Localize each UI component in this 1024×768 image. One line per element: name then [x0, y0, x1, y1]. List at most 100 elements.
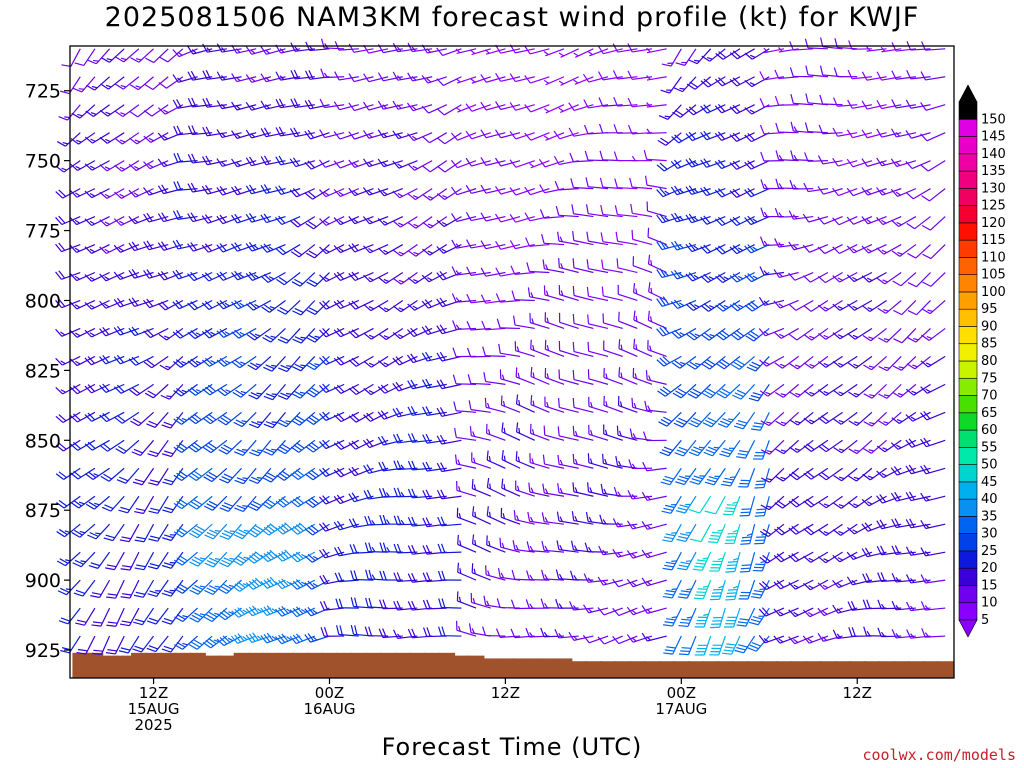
barb-feather: [132, 418, 142, 424]
barb-feather: [413, 251, 419, 255]
barb-feather: [129, 137, 138, 145]
barb-feather: [134, 618, 145, 623]
barb-feather: [631, 637, 637, 642]
barb-feather: [851, 248, 858, 252]
barb-feather: [147, 390, 157, 397]
barb-feather: [157, 213, 165, 222]
barb-feather: [194, 612, 204, 618]
barb-feather: [219, 300, 227, 308]
terrain-column: [908, 661, 925, 678]
wind-barb: [276, 439, 301, 455]
barb-feather: [173, 559, 183, 566]
barb-feather: [213, 639, 220, 643]
barb-feather: [367, 190, 373, 195]
barb-feather: [598, 545, 604, 555]
barb-feather: [234, 634, 242, 643]
wind-barb: [377, 100, 403, 110]
terrain-column: [688, 661, 705, 678]
barb-feather: [55, 217, 63, 225]
wind-barb: [663, 635, 682, 655]
barb-feather: [692, 568, 703, 571]
wind-barb: [305, 355, 330, 371]
wind-barb: [670, 240, 697, 251]
wind-barb: [55, 298, 81, 309]
barb-feather: [239, 302, 245, 307]
barb-feather: [614, 178, 618, 188]
barb-feather: [304, 582, 313, 590]
barb-feather: [465, 103, 473, 112]
barb-feather: [89, 193, 96, 197]
barb-feather: [201, 156, 208, 166]
barb-feather: [202, 98, 208, 108]
barb-feather: [260, 156, 267, 165]
wind-barb: [217, 411, 242, 426]
barb-feather: [129, 111, 139, 118]
wind-barb: [115, 48, 140, 63]
wind-barb: [833, 411, 858, 425]
barb-feather: [73, 592, 84, 597]
barb-feather: [659, 451, 669, 457]
barb-feather: [131, 326, 139, 335]
wind-barb: [804, 122, 828, 134]
barb-feather: [133, 448, 143, 454]
barb-feather: [319, 384, 327, 393]
barb-feather: [286, 365, 292, 367]
barb-feather: [397, 163, 403, 168]
barb-feather: [583, 573, 589, 583]
barb-feather: [218, 449, 228, 455]
barb-feather: [554, 180, 560, 191]
wind-barb: [99, 271, 125, 282]
barb-feather: [216, 359, 225, 367]
barb-feather: [104, 248, 110, 253]
barb-feather: [780, 393, 787, 396]
wind-barb: [466, 321, 491, 331]
barb-feather: [165, 365, 171, 369]
barb-feather: [172, 240, 179, 250]
barb-feather: [87, 534, 97, 540]
barb-feather: [245, 213, 253, 223]
barb-feather: [645, 370, 648, 380]
barb-feather: [250, 391, 260, 398]
wind-barb: [292, 355, 316, 372]
barb-feather: [223, 583, 232, 590]
wind-barb: [161, 551, 184, 569]
barb-feather: [305, 473, 314, 481]
barb-feather: [195, 332, 202, 336]
wind-barb: [84, 439, 110, 451]
barb-feather: [774, 238, 780, 248]
barb-feather: [231, 243, 238, 252]
wind-barb: [305, 216, 330, 230]
wind-barb: [290, 439, 316, 453]
barb-feather: [724, 510, 734, 513]
barb-feather: [289, 636, 297, 645]
wind-barb: [480, 129, 506, 139]
barb-feather: [298, 522, 307, 530]
wind-barb: [363, 73, 389, 83]
barb-feather: [307, 444, 317, 451]
barb-feather: [861, 71, 868, 81]
wind-barb: [348, 187, 374, 197]
barb-feather: [471, 563, 474, 573]
barb-feather: [76, 139, 82, 143]
wind-barb: [231, 633, 257, 644]
barb-feather: [764, 361, 770, 366]
terrain-column: [776, 661, 793, 678]
barb-feather: [205, 614, 215, 620]
barb-feather: [336, 413, 345, 421]
wind-barb: [245, 632, 272, 644]
wind-barb: [319, 216, 345, 226]
barb-feather: [99, 414, 107, 423]
wind-barb: [437, 160, 462, 173]
barb-feather: [278, 525, 287, 533]
wind-barb: [438, 626, 462, 637]
barb-feather: [104, 504, 114, 510]
barb-feather: [542, 454, 546, 465]
barb-feather: [295, 469, 305, 477]
barb-feather: [803, 390, 813, 397]
barb-feather: [262, 477, 272, 483]
wind-barb: [71, 104, 96, 119]
barb-feather: [618, 367, 621, 377]
barb-feather: [284, 522, 293, 530]
wind-barb: [348, 131, 374, 140]
wind-barb: [304, 633, 330, 643]
